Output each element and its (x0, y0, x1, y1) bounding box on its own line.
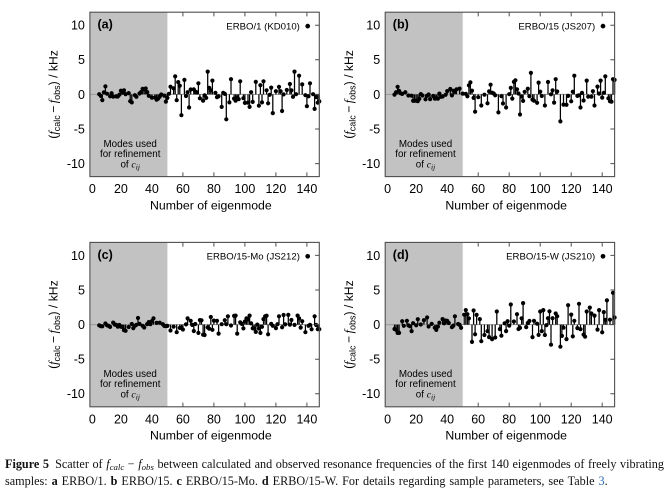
svg-text:140: 140 (296, 182, 317, 196)
svg-text:-10: -10 (362, 157, 380, 171)
svg-text:(c): (c) (98, 248, 113, 262)
svg-text:100: 100 (234, 412, 255, 426)
svg-text:20: 20 (409, 412, 423, 426)
svg-text:80: 80 (502, 182, 516, 196)
svg-text:of cij: of cij (120, 159, 139, 171)
svg-text:100: 100 (530, 412, 551, 426)
svg-text:140: 140 (592, 412, 613, 426)
svg-text:-5: -5 (74, 122, 85, 136)
svg-text:5: 5 (78, 283, 85, 297)
svg-text:5: 5 (373, 53, 380, 67)
svg-text:60: 60 (176, 412, 190, 426)
svg-text:0: 0 (373, 88, 380, 102)
svg-text:60: 60 (176, 182, 190, 196)
svg-text:Number of eigenmode: Number of eigenmode (445, 198, 567, 212)
svg-text:of cij: of cij (416, 390, 435, 402)
svg-text:for refinement: for refinement (395, 149, 456, 160)
svg-text:20: 20 (114, 182, 128, 196)
svg-text:20: 20 (114, 412, 128, 426)
svg-text:(fcalc − fobs) / kHz: (fcalc − fobs) / kHz (47, 280, 63, 369)
svg-text:40: 40 (440, 182, 454, 196)
svg-text:80: 80 (207, 182, 221, 196)
svg-text:(b): (b) (393, 18, 409, 32)
svg-text:80: 80 (502, 412, 516, 426)
svg-text:(fcalc − fobs) / kHz: (fcalc − fobs) / kHz (47, 50, 63, 139)
svg-text:0: 0 (78, 318, 85, 332)
svg-text:ERBO/15-Mo (JS212): ERBO/15-Mo (JS212) (207, 252, 300, 263)
svg-text:100: 100 (234, 182, 255, 196)
svg-text:120: 120 (265, 182, 286, 196)
svg-text:(fcalc − fobs) / kHz: (fcalc − fobs) / kHz (342, 50, 358, 139)
svg-text:ERBO/1 (KD010): ERBO/1 (KD010) (226, 21, 300, 32)
svg-text:0: 0 (373, 318, 380, 332)
svg-text:100: 100 (530, 182, 551, 196)
svg-text:10: 10 (366, 19, 380, 33)
svg-text:Number of eigenmode: Number of eigenmode (150, 198, 272, 212)
svg-text:for refinement: for refinement (395, 379, 456, 390)
svg-text:(d): (d) (393, 248, 409, 262)
svg-text:ERBO/15 (JS207): ERBO/15 (JS207) (518, 21, 595, 32)
svg-text:-10: -10 (67, 387, 85, 401)
svg-text:ERBO/15-W (JS210): ERBO/15-W (JS210) (506, 252, 595, 263)
svg-text:Modes used: Modes used (399, 369, 452, 380)
svg-text:10: 10 (71, 19, 85, 33)
svg-text:-10: -10 (67, 157, 85, 171)
svg-text:-10: -10 (362, 387, 380, 401)
svg-text:-5: -5 (74, 353, 85, 367)
svg-text:for refinement: for refinement (100, 379, 161, 390)
svg-text:(a): (a) (98, 18, 113, 32)
svg-text:0: 0 (384, 182, 391, 196)
svg-text:Modes used: Modes used (104, 139, 157, 150)
svg-text:10: 10 (366, 249, 380, 263)
svg-text:80: 80 (207, 412, 221, 426)
svg-text:120: 120 (561, 182, 582, 196)
svg-text:of cij: of cij (416, 159, 435, 171)
svg-text:0: 0 (78, 88, 85, 102)
svg-text:0: 0 (384, 412, 391, 426)
svg-text:-5: -5 (369, 353, 380, 367)
svg-text:20: 20 (409, 182, 423, 196)
svg-text:40: 40 (440, 412, 454, 426)
svg-text:40: 40 (145, 182, 159, 196)
svg-text:140: 140 (592, 182, 613, 196)
svg-text:Number of eigenmode: Number of eigenmode (445, 429, 567, 443)
svg-text:0: 0 (89, 182, 96, 196)
svg-text:-5: -5 (369, 122, 380, 136)
svg-text:40: 40 (145, 412, 159, 426)
svg-text:0: 0 (89, 412, 96, 426)
svg-text:5: 5 (78, 53, 85, 67)
svg-text:Number of eigenmode: Number of eigenmode (150, 429, 272, 443)
svg-text:10: 10 (71, 249, 85, 263)
svg-text:60: 60 (471, 412, 485, 426)
svg-text:5: 5 (373, 283, 380, 297)
svg-text:(fcalc − fobs) / kHz: (fcalc − fobs) / kHz (342, 280, 358, 369)
svg-text:60: 60 (471, 182, 485, 196)
svg-text:140: 140 (296, 412, 317, 426)
svg-text:120: 120 (561, 412, 582, 426)
svg-text:of cij: of cij (120, 390, 139, 402)
svg-text:120: 120 (265, 412, 286, 426)
svg-text:Modes used: Modes used (399, 139, 452, 150)
svg-text:for refinement: for refinement (100, 149, 161, 160)
svg-text:Modes used: Modes used (104, 369, 157, 380)
